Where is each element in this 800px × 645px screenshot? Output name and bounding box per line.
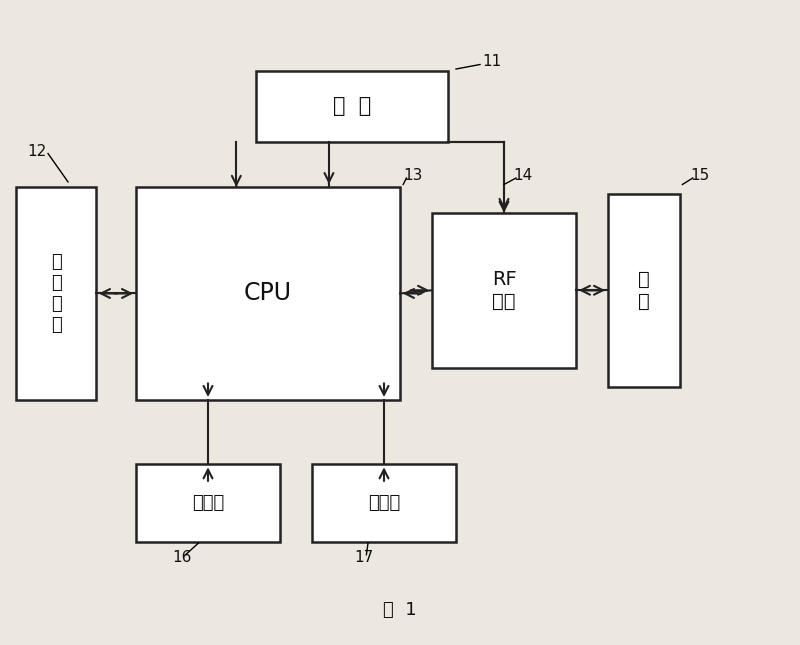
Text: 13: 13: [403, 168, 422, 183]
Text: 心跳线: 心跳线: [368, 494, 400, 512]
Text: 17: 17: [354, 550, 374, 566]
Text: CPU: CPU: [244, 281, 292, 306]
Bar: [16, 187, 96, 400]
Text: 11: 11: [482, 54, 502, 69]
Text: 通
信
接
口: 通 信 接 口: [50, 253, 62, 333]
Bar: [136, 464, 280, 542]
Text: 12: 12: [27, 144, 46, 159]
Bar: [136, 187, 400, 400]
Bar: [312, 464, 456, 542]
Text: 14: 14: [514, 168, 533, 183]
Bar: [256, 71, 448, 142]
Bar: [432, 213, 576, 368]
Text: 存储器: 存储器: [192, 494, 224, 512]
Text: 15: 15: [690, 168, 710, 183]
Text: 电  源: 电 源: [333, 96, 371, 117]
Text: 天
线: 天 线: [638, 270, 650, 311]
Bar: [608, 194, 680, 387]
Text: 图  1: 图 1: [383, 600, 417, 619]
Text: 16: 16: [173, 550, 192, 566]
Text: RF
模块: RF 模块: [492, 270, 516, 311]
